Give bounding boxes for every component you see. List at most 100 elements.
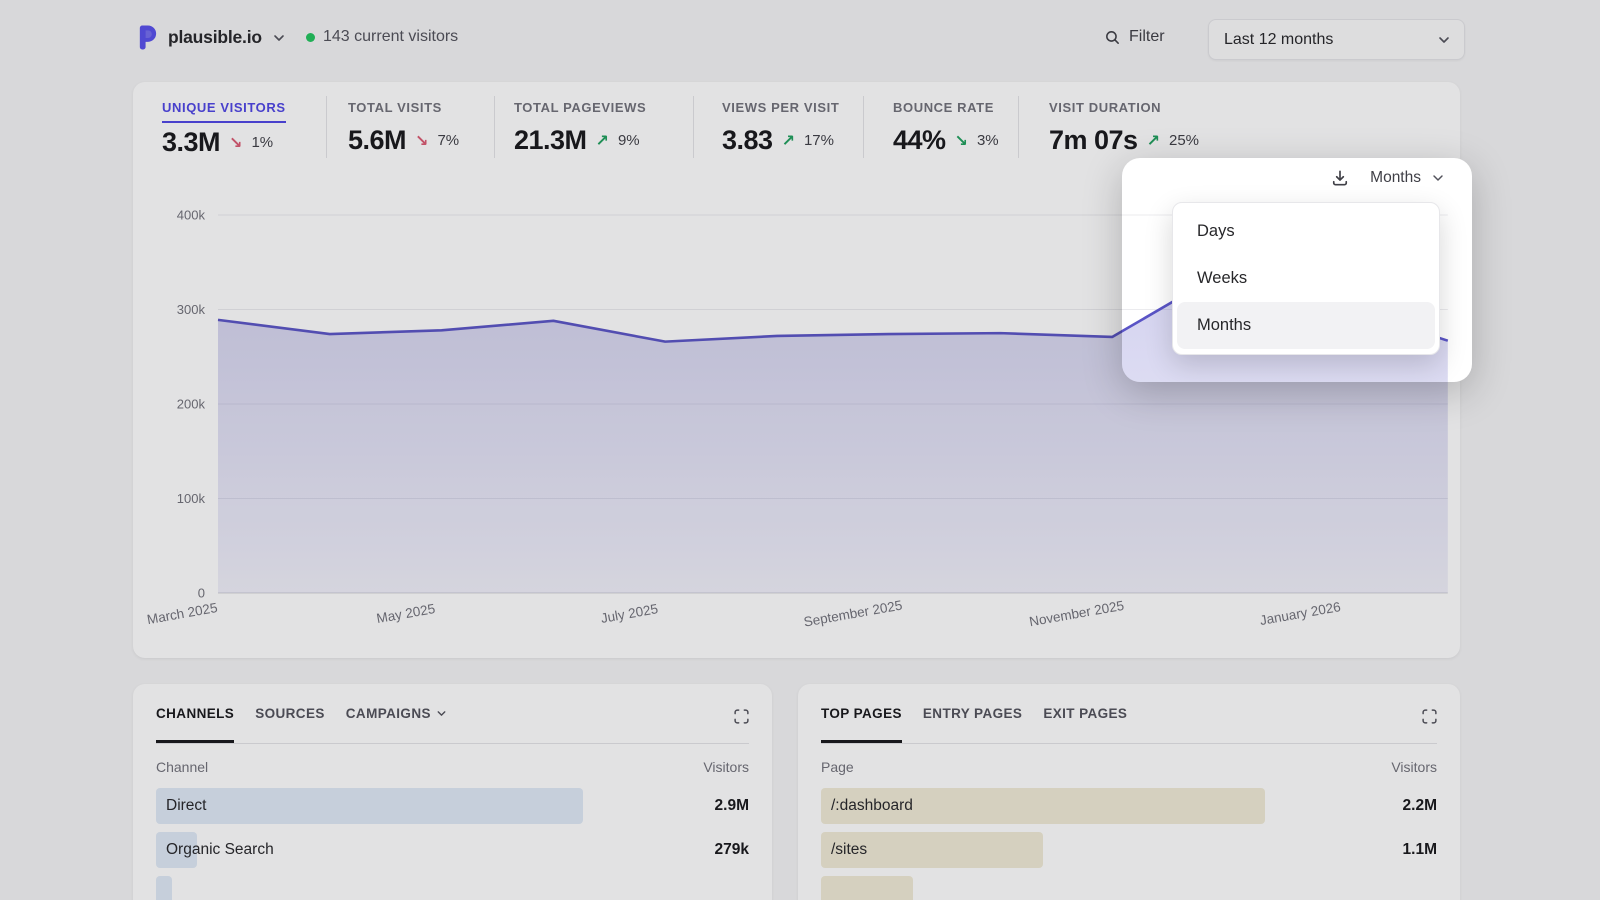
divider [326, 96, 327, 158]
divider [1018, 96, 1019, 158]
stat-change: 3% [976, 132, 999, 149]
table-header: Channel Visitors [156, 759, 749, 775]
stat-value: 44% [893, 125, 946, 155]
chevron-down-icon [271, 30, 287, 46]
stat-change: 17% [803, 132, 834, 149]
tab-channels[interactable]: CHANNELS [156, 706, 235, 743]
row-value: 2.9M [714, 797, 749, 814]
current-visitors-link[interactable]: 143 current visitors [306, 28, 458, 46]
value-bar [156, 832, 198, 868]
channels-card: CHANNELS SOURCES CAMPAIGNS Channel Visitor… [133, 684, 772, 900]
channels-table: Direct 2.9M Organic Search 279k [156, 784, 749, 900]
expand-icon[interactable] [733, 708, 750, 725]
date-range-select[interactable]: Last 12 months [1208, 19, 1465, 60]
stat-total-pageviews[interactable]: TOTAL PAGEVIEWS 21.3M ↗ 9% [514, 99, 646, 156]
table-row-partial[interactable] [156, 872, 749, 900]
trend-down-arrow-icon: ↘ [229, 133, 243, 152]
menu-item-days[interactable]: Days [1197, 222, 1235, 240]
column-header: Visitors [1391, 759, 1437, 775]
chevron-down-icon [1430, 170, 1446, 186]
column-header: Page [821, 759, 854, 775]
stat-bounce-rate[interactable]: BOUNCE RATE 44% ↘ 3% [893, 99, 999, 156]
row-label: Direct [166, 797, 207, 814]
interval-control[interactable]: Months [1330, 168, 1446, 188]
stat-change: 1% [251, 134, 274, 151]
filter-button[interactable]: Filter [1104, 28, 1165, 46]
table-row[interactable]: /:dashboard 2.2M [821, 784, 1437, 828]
stat-change: 9% [617, 132, 640, 149]
row-label: Organic Search [166, 841, 274, 858]
menu-item-months[interactable]: Months [1177, 302, 1435, 349]
menu-item-weeks[interactable]: Weeks [1197, 269, 1248, 287]
stat-value: 5.6M [348, 125, 407, 155]
value-bar [821, 788, 1265, 824]
tab-exit-pages[interactable]: EXIT PAGES [1043, 706, 1128, 721]
table-row[interactable]: Organic Search 279k [156, 828, 749, 872]
svg-text:200k: 200k [177, 397, 206, 412]
table-row[interactable]: Direct 2.9M [156, 784, 749, 828]
row-value: 279k [714, 841, 749, 858]
stat-label: BOUNCE RATE [893, 100, 994, 115]
stat-change: 7% [437, 132, 460, 149]
row-label: /:dashboard [831, 797, 913, 814]
stat-value: 3.3M [162, 127, 221, 157]
pages-tabs: TOP PAGES ENTRY PAGES EXIT PAGES [821, 706, 1128, 743]
site-name: plausible.io [168, 27, 262, 47]
interval-spotlight: Months Days Weeks Months [1122, 158, 1472, 382]
site-switcher[interactable]: plausible.io [136, 24, 287, 51]
pages-card: TOP PAGES ENTRY PAGES EXIT PAGES Page Visi… [798, 684, 1460, 900]
channels-tabs: CHANNELS SOURCES CAMPAIGNS [156, 706, 448, 743]
tab-sources[interactable]: SOURCES [255, 706, 325, 721]
trend-up-arrow-icon: ↗ [1146, 131, 1160, 150]
stat-label: VISIT DURATION [1049, 100, 1162, 115]
pages-table: /:dashboard 2.2M/sites 1.1M [821, 784, 1437, 900]
stat-label: UNIQUE VISITORS [162, 100, 286, 123]
date-range-value: Last 12 months [1224, 30, 1334, 48]
value-bar [821, 876, 913, 900]
value-bar [156, 788, 583, 824]
tab-campaigns[interactable]: CAMPAIGNS [346, 706, 448, 721]
stat-total-visits[interactable]: TOTAL VISITS 5.6M ↘ 7% [348, 99, 459, 156]
divider [821, 743, 1437, 744]
stat-label: VIEWS PER VISIT [722, 100, 840, 115]
stat-value: 21.3M [514, 125, 587, 155]
row-label: /sites [831, 841, 868, 858]
stat-visit-duration[interactable]: VISIT DURATION 7m 07s ↗ 25% [1049, 99, 1199, 156]
trend-up-arrow-icon: ↗ [781, 131, 795, 150]
stat-value: 3.83 [722, 125, 773, 155]
divider [156, 743, 749, 744]
column-header: Channel [156, 759, 209, 775]
svg-text:300k: 300k [177, 302, 206, 317]
download-icon[interactable] [1330, 168, 1350, 188]
chevron-down-icon [1436, 32, 1452, 48]
expand-icon[interactable] [1421, 708, 1438, 725]
stat-unique-visitors[interactable]: UNIQUE VISITORS 3.3M ↘ 1% [162, 99, 286, 158]
tab-top-pages[interactable]: TOP PAGES [821, 706, 902, 743]
stat-change: 25% [1168, 132, 1200, 149]
chevron-down-icon [435, 707, 448, 720]
stat-value: 7m 07s [1049, 125, 1138, 155]
trend-down-arrow-icon: ↘ [954, 131, 968, 150]
stat-views-per-visit[interactable]: VIEWS PER VISIT 3.83 ↗ 17% [722, 99, 839, 156]
stat-label: TOTAL PAGEVIEWS [514, 100, 647, 115]
divider [494, 96, 495, 158]
interval-menu: Days Weeks Months [1172, 202, 1440, 355]
trend-down-arrow-icon: ↘ [415, 131, 429, 150]
interval-selected-label: Months [1370, 169, 1421, 186]
table-row-partial[interactable] [821, 872, 1437, 900]
value-bar [156, 876, 172, 900]
live-dot-icon [306, 32, 315, 42]
column-header: Visitors [703, 759, 749, 775]
plausible-logo-icon [139, 25, 157, 50]
current-visitors-text: 143 current visitors [323, 28, 459, 45]
tab-entry-pages[interactable]: ENTRY PAGES [922, 706, 1023, 721]
trend-up-arrow-icon: ↗ [595, 131, 609, 150]
top-bar: plausible.io 143 current visitors Filter… [0, 0, 1600, 62]
divider [863, 96, 864, 158]
divider [693, 96, 694, 158]
row-value: 2.2M [1402, 797, 1437, 814]
row-value: 1.1M [1402, 841, 1437, 858]
table-row[interactable]: /sites 1.1M [821, 828, 1437, 872]
